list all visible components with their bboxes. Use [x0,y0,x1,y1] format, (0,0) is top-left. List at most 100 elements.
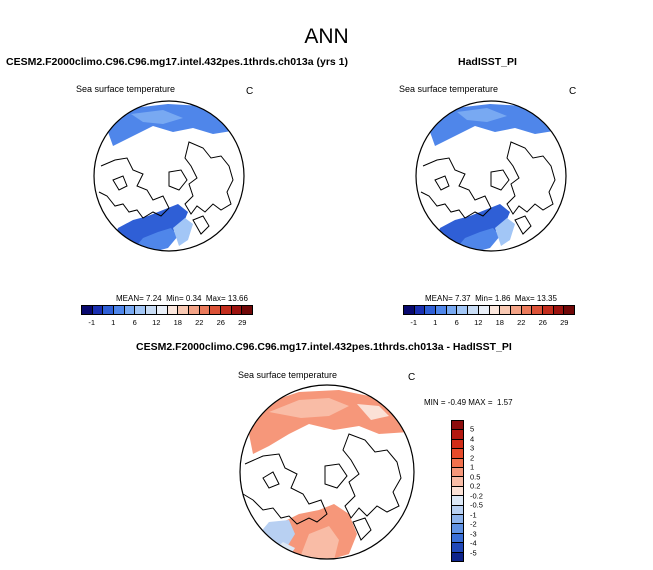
left-colorbar-tick: -1 [88,318,96,327]
left-norway-sst [173,218,193,246]
left-colorbar-ticks: -1 1 6 12 18 22 26 29 [81,318,253,328]
diff-colorbar-label: 4 [470,434,475,444]
right-colorbar-cell [500,306,511,314]
diff-colorbar-cell [452,439,463,450]
main-title: ANN [304,25,349,48]
left-colorbar-tick: 12 [152,318,161,327]
left-colorbar-cell [210,306,221,314]
diff-colorbar-cell [452,486,463,497]
diff-colorbar-label: 2 [470,453,475,463]
right-colorbar-tick: 18 [495,318,504,327]
diff-units-label: C [408,372,416,383]
right-colorbar [403,305,575,315]
diff-polar-map [239,384,415,560]
left-colorbar-cell [146,306,157,314]
left-stats: MEAN= 7.24 Min= 0.34 Max= 13.66 [116,294,248,303]
diff-stats: MIN = -0.49 MAX = 1.57 [424,398,513,407]
left-colorbar-tick: 29 [238,318,247,327]
right-colorbar-cell [532,306,543,314]
right-colorbar-cell [425,306,437,314]
diff-colorbar-cell [452,449,463,459]
diff-colorbar-cell [452,543,463,553]
right-colorbar-tick: 6 [454,318,459,327]
right-colorbar-cell [521,306,533,314]
left-colorbar-cell [242,306,252,314]
right-colorbar-tick: 12 [474,318,483,327]
diff-colorbar-label: -0.5 [470,500,483,510]
diff-colorbar-label: -2 [470,519,477,529]
right-colorbar-cell [404,306,415,314]
diff-colorbar-label: 0.2 [470,481,481,491]
diff-colorbar-label: -0.2 [470,491,483,501]
diff-colorbar-cell [452,515,463,525]
diff-atlantic-light [299,526,339,559]
right-colorbar-cell [489,306,501,314]
left-colorbar-cell [231,306,243,314]
left-colorbar-cell [92,306,104,314]
right-pacific-sst [425,104,560,146]
diff-colorbar-cell [452,477,463,487]
left-colorbar-tick: 6 [132,318,137,327]
left-colorbar-cell [188,306,200,314]
left-colorbar-cell [199,306,211,314]
left-max-value: 13.66 [227,294,248,303]
diff-colorbar-cell [452,552,463,562]
right-atlantic-sst-mid [455,228,500,251]
diff-colorbar-label: -1 [470,510,477,520]
left-panel-title: CESM2.F2000climo.C96.C96.mg17.intel.432p… [6,56,348,68]
right-colorbar-tick: 26 [538,318,547,327]
left-colorbar-cell [167,306,179,314]
left-atlantic-sst [113,204,188,251]
right-colorbar-cell [468,306,479,314]
left-polar-map [93,100,245,252]
diff-pacific-light-2 [357,404,389,420]
right-pacific-sst-light [457,108,507,122]
right-colorbar-tick: 1 [433,318,438,327]
diff-colorbar-label: 3 [470,443,475,453]
diff-colorbar-cell [452,505,463,516]
left-colorbar-tick: 22 [195,318,204,327]
right-colorbar-cell [542,306,554,314]
left-colorbar-tick: 1 [111,318,116,327]
diff-colorbar-cell [452,496,463,506]
diff-panel-title: CESM2.F2000climo.C96.C96.mg17.intel.432p… [136,341,512,353]
left-atlantic-sst-mid [133,228,178,251]
right-colorbar-tick: 29 [560,318,569,327]
left-mean-value: 7.24 [146,294,162,303]
left-colorbar-cell [124,306,136,314]
left-coastline [98,141,234,235]
diff-colorbar-cell [452,533,463,544]
right-colorbar-tick: -1 [410,318,418,327]
left-colorbar-cell [82,306,93,314]
right-colorbar-cell [457,306,469,314]
diff-pacific-light [269,398,349,418]
left-colorbar-cell [156,306,168,314]
diff-colorbar-cell [452,468,463,478]
diff-colorbar-labels: 5 4 3 2 1 0.5 0.2 -0.2 -0.5 -1 -2 -3 -4 -5 [470,420,500,562]
right-stats: MEAN= 7.37 Min= 1.86 Max= 13.35 [425,294,557,303]
right-colorbar-ticks: -1 1 6 12 18 22 26 29 [403,318,575,328]
right-colorbar-cell [414,306,426,314]
right-colorbar-cell [436,306,447,314]
right-colorbar-cell [510,306,522,314]
left-colorbar-cell [135,306,147,314]
left-min-value: 0.34 [185,294,202,303]
diff-variable-label: Sea surface temperature [238,370,338,380]
right-max-value: 13.35 [536,294,557,303]
diff-colorbar-label: 5 [470,424,475,434]
left-colorbar-tick: 18 [173,318,182,327]
left-variable-label: Sea surface temperature [76,84,176,94]
diff-coastline [242,433,402,541]
right-colorbar-cell [478,306,490,314]
right-norway-sst [495,218,515,246]
diff-colorbar-label: 0.5 [470,472,481,482]
right-colorbar-cell [446,306,458,314]
left-pacific-sst-light [131,110,183,124]
right-colorbar-cell [553,306,565,314]
left-colorbar-cell [220,306,232,314]
left-colorbar-cell [103,306,115,314]
diff-colorbar-cell [452,524,463,534]
right-polar-map [415,100,567,252]
diff-colorbar-label: 1 [470,462,475,472]
left-colorbar-cell [178,306,189,314]
